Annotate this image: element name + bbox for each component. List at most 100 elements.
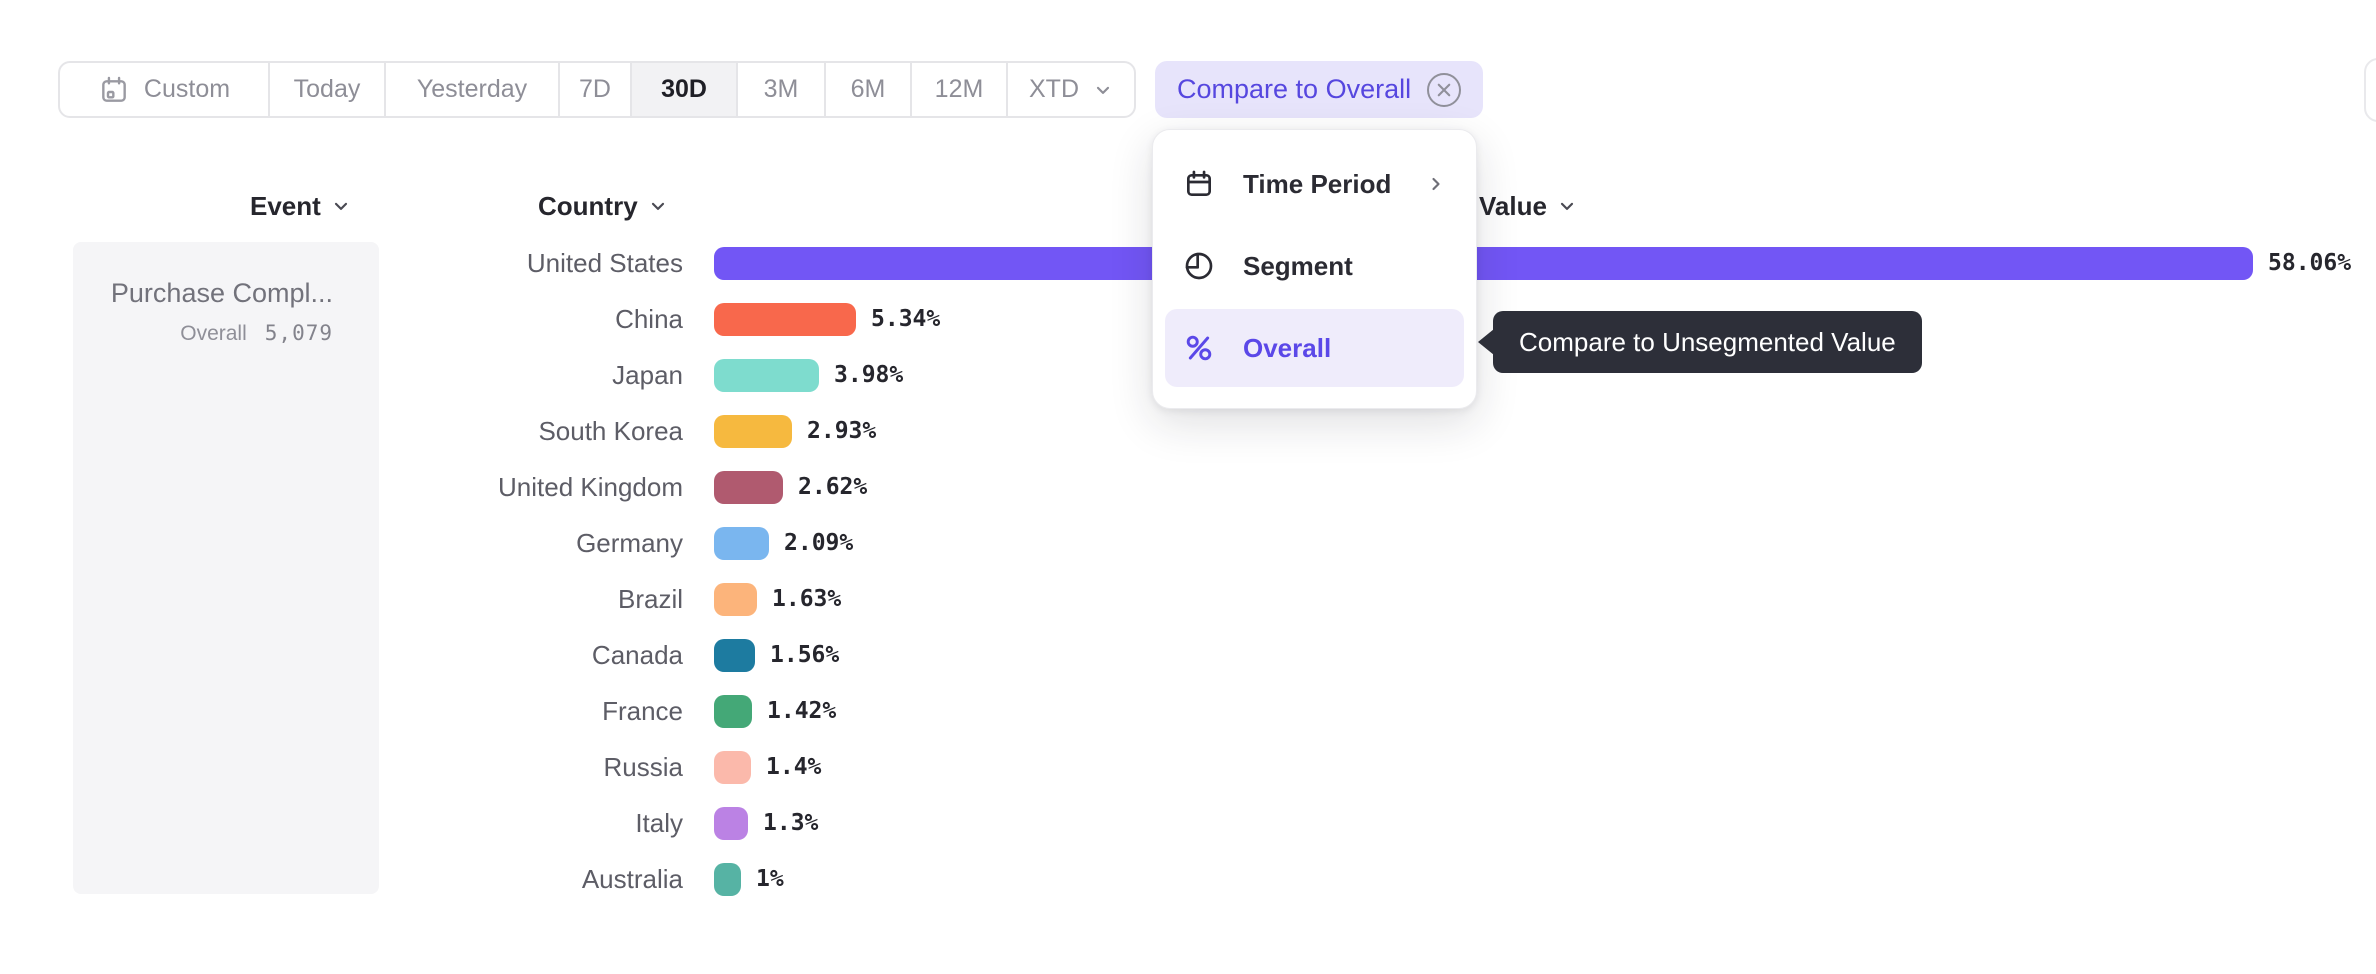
column-header-label: Country (538, 190, 638, 221)
value-label: 2.93% (807, 418, 877, 444)
calendar-icon (1183, 168, 1215, 200)
compare-dropdown-menu: Time Period Segment (1152, 129, 1477, 409)
chart-row: Germany 2.09% (0, 515, 2376, 571)
chart-row: Japan 3.98% (0, 347, 2376, 403)
value-label: 58.06% (2268, 250, 2352, 276)
value-label: 1% (756, 866, 784, 892)
country-label: Germany (576, 527, 683, 558)
chart-row: Canada 1.56% (0, 627, 2376, 683)
value-bar[interactable] (714, 694, 752, 728)
menu-item-label: Time Period (1243, 168, 1392, 199)
chevron-down-icon (331, 196, 351, 216)
time-range-button-custom[interactable]: Custom (60, 63, 270, 116)
calendar-icon (98, 74, 130, 106)
country-label: Australia (581, 863, 683, 894)
value-label: 1.4% (766, 754, 822, 780)
country-label: France (602, 695, 683, 726)
time-range-button-xtd[interactable]: XTD (1008, 63, 1134, 116)
chevron-right-icon (1426, 174, 1446, 194)
value-bar[interactable] (714, 582, 757, 616)
chart-row: Australia 1% (0, 851, 2376, 907)
value-bar[interactable] (714, 526, 769, 560)
country-label: Brazil (617, 583, 683, 614)
country-label: United States (526, 247, 683, 278)
column-header-label: Value (1479, 190, 1547, 221)
value-label: 1.56% (770, 642, 840, 668)
clipped-button-sliver (2364, 58, 2376, 122)
chart-row: Brazil 1.63% (0, 571, 2376, 627)
time-range-label: 30D (661, 75, 707, 103)
chevron-down-icon (1093, 80, 1113, 100)
time-range-label: Yesterday (416, 75, 528, 103)
country-label: Italy (635, 807, 683, 838)
country-label: China (615, 303, 683, 334)
chart-row: Russia 1.4% (0, 739, 2376, 795)
value-bar[interactable] (714, 862, 741, 896)
time-range-button-7d[interactable]: 7D (560, 63, 632, 116)
time-range-label: Today (293, 75, 361, 103)
time-range-label: 12M (934, 75, 984, 103)
time-range-label: XTD (1029, 75, 1079, 103)
circled-x-icon[interactable] (1427, 72, 1462, 107)
tooltip-text: Compare to Unsegmented Value (1519, 326, 1896, 357)
column-header-value[interactable]: Value (1479, 190, 1577, 222)
value-label: 1.42% (767, 698, 837, 724)
overall-label: Overall (180, 322, 247, 345)
value-label: 5.34% (871, 306, 941, 332)
country-label: Russia (603, 751, 683, 782)
country-label: Japan (612, 359, 683, 390)
time-range-label: 6M (850, 75, 886, 103)
time-range-button-yesterday[interactable]: Yesterday (386, 63, 560, 116)
value-label: 1.3% (763, 810, 819, 836)
menu-item-segment[interactable]: Segment (1165, 227, 1464, 305)
menu-item-label: Segment (1243, 250, 1353, 281)
time-range-button-6m[interactable]: 6M (826, 63, 912, 116)
menu-item-time-period[interactable]: Time Period (1165, 145, 1464, 223)
chart-row: United Kingdom 2.62% (0, 459, 2376, 515)
time-range-label: 3M (763, 75, 799, 103)
compare-chip-label: Compare to Overall (1177, 74, 1412, 104)
column-header-event[interactable]: Event (250, 190, 351, 222)
value-bar[interactable] (714, 470, 783, 504)
column-header-label: Event (250, 190, 321, 221)
time-range-button-today[interactable]: Today (270, 63, 386, 116)
value-bar[interactable] (714, 414, 792, 448)
event-cell[interactable]: Purchase Compl... Overall 5,079 (73, 242, 379, 894)
time-range-toolbar: Custom Today Yesterday 7D 30D 3M 6M 12M … (58, 61, 1136, 118)
country-label: United Kingdom (498, 471, 683, 502)
value-bar[interactable] (714, 358, 819, 392)
value-bar[interactable] (714, 302, 856, 336)
menu-item-label: Overall (1243, 332, 1332, 363)
overall-value: 5,079 (264, 321, 333, 345)
chevron-down-icon (648, 196, 668, 216)
value-label: 2.62% (798, 474, 868, 500)
time-range-button-12m[interactable]: 12M (912, 63, 1008, 116)
menu-item-overall[interactable]: Overall (1165, 309, 1464, 387)
value-bar[interactable] (714, 246, 2253, 280)
value-label: 2.09% (784, 530, 854, 556)
value-bar[interactable] (714, 750, 751, 784)
chart-row: United States 58.06% (0, 235, 2376, 291)
chart-row: South Korea 2.93% (0, 403, 2376, 459)
value-label: 3.98% (834, 362, 904, 388)
column-header-country[interactable]: Country (538, 190, 668, 222)
value-bar[interactable] (714, 638, 755, 672)
value-label: 1.63% (772, 586, 842, 612)
country-label: South Korea (538, 415, 683, 446)
chevron-down-icon (1557, 196, 1577, 216)
segment-icon (1183, 250, 1215, 282)
chart-row: China 5.34% (0, 291, 2376, 347)
time-range-button-3m[interactable]: 3M (738, 63, 826, 116)
time-range-button-30d[interactable]: 30D (632, 63, 738, 116)
chart-row: France 1.42% (0, 683, 2376, 739)
value-bar[interactable] (714, 806, 748, 840)
percent-icon (1183, 332, 1215, 364)
time-range-label: 7D (579, 75, 611, 103)
chart-row: Italy 1.3% (0, 795, 2376, 851)
event-name: Purchase Compl... (110, 278, 333, 308)
country-label: Canada (591, 639, 683, 670)
time-range-label: Custom (143, 75, 231, 103)
compare-to-overall-chip[interactable]: Compare to Overall (1155, 61, 1484, 118)
bar-chart: United States 58.06% China 5.34% Japan 3.98% S… (0, 235, 2376, 907)
